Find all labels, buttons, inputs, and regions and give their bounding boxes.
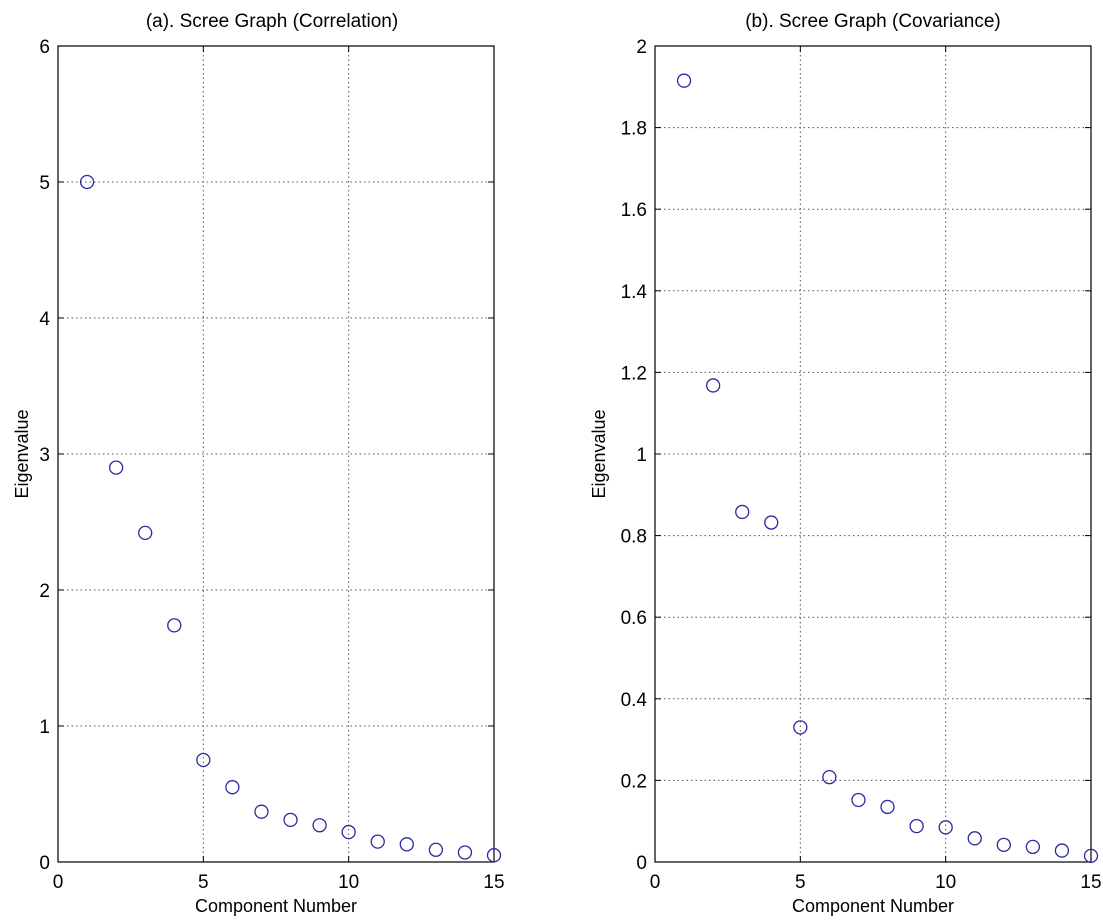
data-point — [79, 174, 95, 190]
panel-covariance: (b). Scree Graph (Covariance) Eigenvalue… — [589, 11, 1102, 916]
x-tick-label: 5 — [795, 872, 806, 893]
y-tick-label: 0.2 — [621, 771, 647, 792]
y-tick-label: 1.4 — [621, 282, 648, 303]
panel-correlation: (a). Scree Graph (Correlation) Eigenvalu… — [12, 11, 505, 916]
data-point — [735, 504, 750, 520]
y-tick-label: 0.6 — [621, 608, 647, 629]
data-point — [851, 792, 866, 808]
x-tick-label: 0 — [53, 872, 64, 893]
y-tick-label: 6 — [39, 37, 50, 58]
y-tick-label: 1.8 — [621, 119, 647, 140]
y-tick-label: 3 — [39, 445, 50, 466]
data-point — [428, 842, 444, 857]
x-tick-label: 10 — [338, 872, 359, 893]
data-point — [793, 720, 808, 735]
data-point — [370, 834, 385, 849]
y-tick-label: 1.2 — [621, 363, 647, 384]
data-point — [225, 780, 240, 795]
axes-frame — [57, 45, 495, 863]
data-point — [486, 848, 502, 863]
y-tick-label: 5 — [39, 173, 50, 194]
data-point — [138, 525, 153, 541]
plot-area — [655, 46, 1091, 862]
data-point — [312, 818, 327, 833]
y-axis-label: Eigenvalue — [12, 409, 32, 498]
data-point — [967, 831, 982, 846]
chart-title: (b). Scree Graph (Covariance) — [745, 11, 1001, 32]
y-tick-label: 2 — [636, 37, 647, 58]
y-tick-label: 0 — [39, 853, 50, 874]
x-tick-label: 15 — [1080, 872, 1101, 893]
chart-title: (a). Scree Graph (Correlation) — [146, 11, 398, 32]
data-point — [705, 378, 721, 393]
data-point — [283, 812, 298, 827]
x-tick-label: 15 — [483, 872, 504, 893]
data-point — [1083, 848, 1099, 864]
data-point — [764, 515, 779, 530]
y-tick-label: 1 — [39, 717, 50, 738]
data-point — [822, 769, 837, 785]
y-axis-label: Eigenvalue — [589, 409, 609, 498]
y-tick-label: 0.8 — [621, 527, 647, 548]
data-point — [938, 820, 953, 835]
data-point — [996, 837, 1011, 853]
data-point — [1054, 843, 1070, 858]
y-tick-label: 0 — [636, 853, 647, 874]
data-point — [676, 73, 692, 88]
y-tick-label: 4 — [39, 309, 50, 330]
x-axis-label: Component Number — [792, 896, 954, 916]
data-point — [167, 618, 182, 633]
data-point — [196, 752, 211, 768]
data-point — [399, 837, 414, 852]
plot-area — [58, 46, 494, 862]
axes-frame — [654, 45, 1092, 863]
data-point — [909, 818, 924, 834]
data-point — [457, 845, 473, 860]
y-tick-label: 1.6 — [621, 200, 647, 221]
y-tick-label: 1 — [636, 445, 647, 466]
x-tick-label: 10 — [935, 872, 956, 893]
x-axis-label: Component Number — [195, 896, 357, 916]
data-point — [1025, 839, 1041, 855]
data-point — [108, 460, 124, 475]
y-tick-label: 0.4 — [621, 690, 648, 711]
data-point — [880, 799, 895, 815]
data-point — [341, 824, 356, 840]
x-tick-label: 0 — [650, 872, 661, 893]
data-point — [254, 804, 269, 819]
x-tick-label: 5 — [198, 872, 209, 893]
y-tick-label: 2 — [39, 581, 50, 602]
